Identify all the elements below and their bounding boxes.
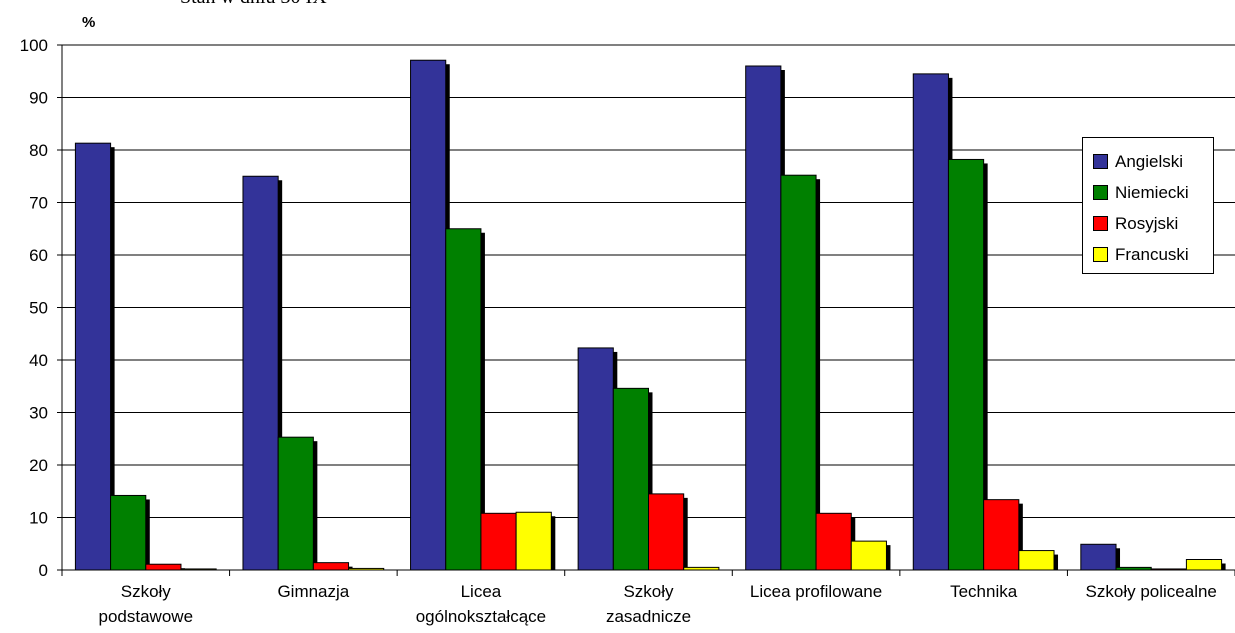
bar [480, 512, 517, 571]
y-tick-label: 60 [29, 246, 48, 265]
legend-swatch-rosyjski [1093, 216, 1108, 231]
bar [242, 175, 279, 571]
bar [1018, 550, 1055, 571]
bar [180, 568, 217, 571]
y-tick-label: 70 [29, 194, 48, 213]
x-tick-label: Szkoły [623, 582, 674, 601]
legend-item-rosyjski: Rosyjski [1083, 208, 1213, 239]
bar [312, 562, 350, 571]
bar [912, 73, 949, 571]
y-tick-label: 50 [29, 299, 48, 318]
bar [515, 511, 552, 571]
y-tick-label: 100 [20, 36, 48, 55]
bar [145, 563, 182, 571]
y-tick-label: 40 [29, 351, 48, 370]
y-tick-label: 90 [29, 89, 48, 108]
chart-subtitle: Stan w dniu 30 IX [180, 0, 327, 9]
bar [850, 540, 887, 571]
bar [277, 436, 314, 571]
bar [410, 59, 447, 571]
bar [74, 142, 112, 571]
x-tick-label: Szkoły [121, 582, 172, 601]
bar [947, 158, 985, 571]
bar [983, 499, 1020, 571]
bar [110, 494, 147, 571]
bar [780, 174, 817, 571]
bar [815, 512, 852, 571]
chart-legend: Angielski Niemiecki Rosyjski Francuski [1082, 137, 1214, 274]
legend-label-francuski: Francuski [1115, 244, 1189, 264]
bar [612, 387, 649, 571]
x-tick-label: ogólnokształcące [416, 607, 546, 626]
x-tick-label: Gimnazja [277, 582, 349, 601]
bar [348, 567, 385, 571]
bar [683, 566, 720, 571]
y-tick-label: 80 [29, 141, 48, 160]
legend-item-angielski: Angielski [1083, 146, 1213, 177]
bar [1080, 543, 1117, 571]
x-tick-label: Szkoły policealne [1086, 582, 1217, 601]
bar [648, 493, 685, 571]
legend-swatch-angielski [1093, 154, 1108, 169]
bar [1150, 568, 1187, 571]
y-tick-label: 30 [29, 404, 48, 423]
legend-label-niemiecki: Niemiecki [1115, 182, 1189, 202]
bar [1185, 559, 1223, 571]
bar [445, 228, 482, 571]
y-tick-label: 0 [39, 561, 48, 580]
legend-swatch-francuski [1093, 247, 1108, 262]
x-tick-label: Technika [950, 582, 1018, 601]
x-tick-label: podstawowe [99, 607, 194, 626]
legend-label-angielski: Angielski [1115, 151, 1184, 171]
bar [745, 65, 782, 571]
bar [1115, 566, 1152, 571]
x-tick-label: Licea [461, 582, 502, 601]
x-tick-label: Licea profilowane [750, 582, 882, 601]
y-axis-label: % [82, 14, 96, 31]
y-tick-label: 20 [29, 456, 48, 475]
y-tick-label: 10 [29, 509, 48, 528]
legend-label-rosyjski: Rosyjski [1115, 213, 1179, 233]
bar [577, 347, 614, 571]
x-tick-label: zasadnicze [606, 607, 691, 626]
legend-swatch-niemiecki [1093, 185, 1108, 200]
legend-item-niemiecki: Niemiecki [1083, 177, 1213, 208]
legend-item-francuski: Francuski [1083, 239, 1213, 270]
